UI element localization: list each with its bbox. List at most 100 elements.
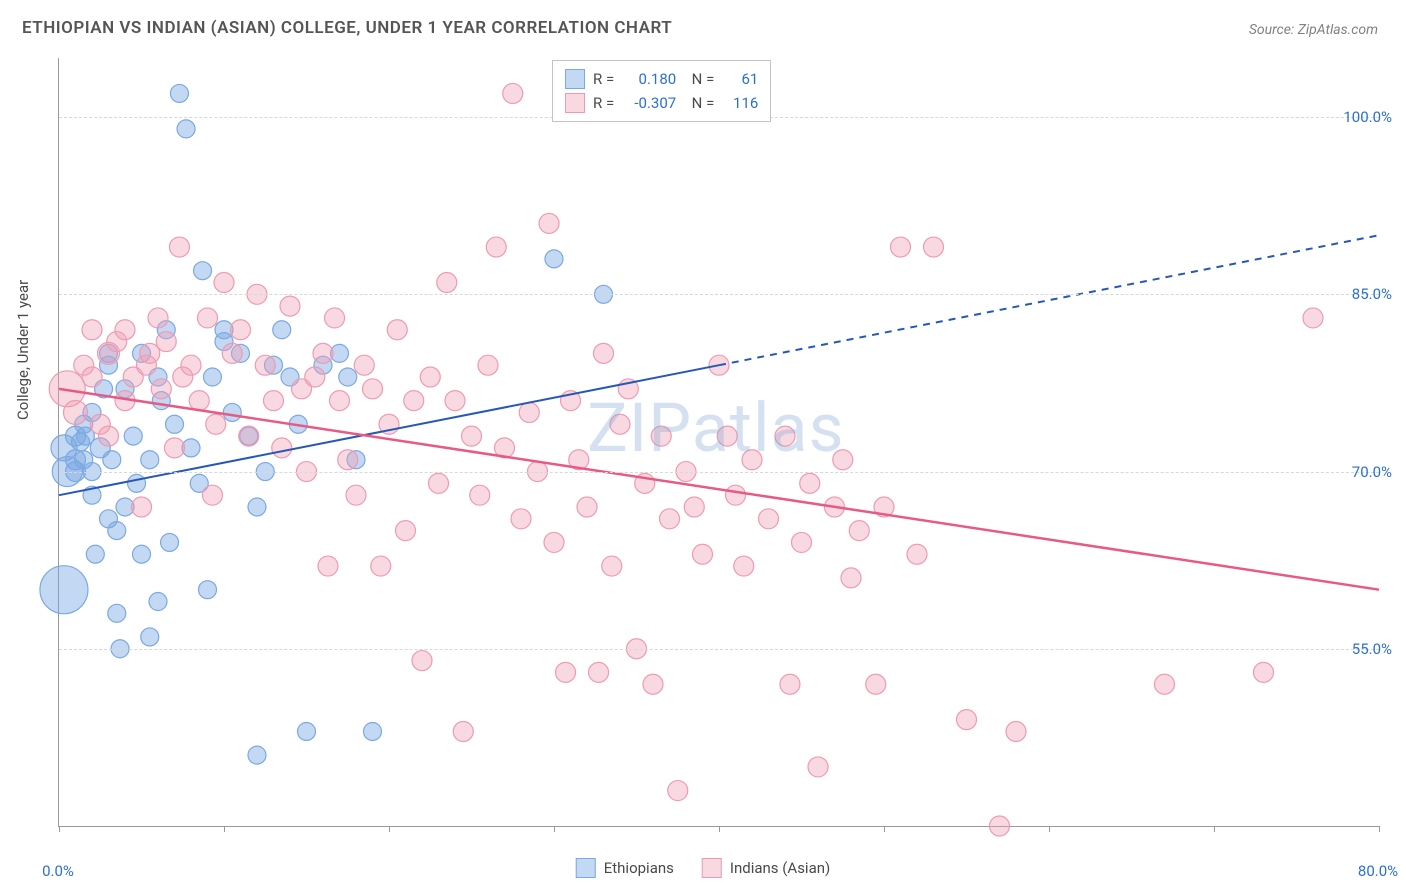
data-point — [298, 722, 316, 740]
data-point — [149, 593, 167, 611]
data-point — [199, 581, 217, 599]
data-point — [206, 414, 226, 434]
data-point — [330, 391, 350, 411]
correlation-stats-box: R =0.180 N =61R =-0.307 N =116 — [552, 60, 771, 122]
trendline — [59, 389, 1379, 590]
data-point — [189, 391, 209, 411]
stats-row: R =0.180 N =61 — [565, 67, 758, 91]
chart-title: ETHIOPIAN VS INDIAN (ASIAN) COLLEGE, UND… — [22, 18, 672, 38]
data-point — [156, 332, 176, 352]
data-point — [742, 450, 762, 470]
data-point — [462, 426, 482, 446]
data-point — [519, 402, 539, 422]
data-point — [660, 509, 680, 529]
y-tick-label: 70.0% — [1352, 463, 1392, 481]
data-point — [194, 262, 212, 280]
data-point — [412, 651, 432, 671]
data-point — [470, 485, 490, 505]
data-point — [148, 308, 168, 328]
stat-label: R = — [593, 91, 614, 115]
data-point — [140, 343, 160, 363]
stat-label: N = — [684, 67, 714, 91]
stat-label: R = — [593, 67, 614, 91]
data-point — [255, 355, 275, 375]
data-point — [280, 296, 300, 316]
y-axis-label: College, Under 1 year — [14, 280, 32, 420]
data-point — [726, 485, 746, 505]
data-point — [128, 474, 146, 492]
data-point — [338, 450, 358, 470]
legend-item: Indians (Asian) — [702, 858, 830, 878]
data-point — [429, 473, 449, 493]
plot-area: ZIPatlas — [58, 58, 1379, 827]
data-point — [717, 426, 737, 446]
legend-swatch — [576, 858, 596, 878]
x-tick — [719, 826, 720, 832]
data-point — [486, 237, 506, 257]
data-point — [313, 343, 333, 363]
data-point — [420, 367, 440, 387]
data-point — [363, 379, 383, 399]
legend-swatch — [702, 858, 722, 878]
data-point — [602, 556, 622, 576]
data-point — [305, 367, 325, 387]
gridline — [59, 649, 1379, 650]
data-point — [325, 308, 345, 328]
data-point — [478, 355, 498, 375]
data-point — [610, 414, 630, 434]
data-point — [223, 403, 241, 421]
data-point — [371, 556, 391, 576]
data-point — [907, 544, 927, 564]
data-point — [82, 367, 102, 387]
data-point — [132, 497, 152, 517]
x-tick — [59, 826, 60, 832]
scatter-svg — [59, 58, 1379, 826]
x-tick — [1049, 826, 1050, 832]
data-point — [141, 628, 159, 646]
data-point — [165, 438, 185, 458]
bottom-legend: EthiopiansIndians (Asian) — [576, 858, 831, 878]
legend-swatch — [565, 93, 585, 113]
data-point — [248, 498, 266, 516]
n-value: 116 — [722, 91, 758, 115]
x-tick — [1379, 826, 1380, 832]
data-point — [437, 272, 457, 292]
data-point — [108, 604, 126, 622]
y-tick-label: 85.0% — [1352, 285, 1392, 303]
data-point — [539, 213, 559, 233]
y-tick-label: 100.0% — [1343, 108, 1392, 126]
data-point — [577, 497, 597, 517]
data-point — [556, 662, 576, 682]
data-point — [354, 355, 374, 375]
data-point — [957, 710, 977, 730]
data-point — [318, 556, 338, 576]
data-point — [780, 674, 800, 694]
source-label: Source: ZipAtlas.com — [1249, 22, 1378, 38]
data-point — [866, 674, 886, 694]
data-point — [800, 473, 820, 493]
data-point — [339, 368, 357, 386]
data-point — [64, 400, 88, 424]
data-point — [990, 816, 1010, 836]
x-tick — [554, 826, 555, 832]
x-tick-label: 0.0% — [42, 862, 74, 880]
data-point — [396, 521, 416, 541]
data-point — [589, 662, 609, 682]
data-point — [169, 237, 189, 257]
data-point — [453, 721, 473, 741]
data-point — [594, 343, 614, 363]
n-value: 61 — [722, 67, 758, 91]
data-point — [404, 391, 424, 411]
legend-label: Indians (Asian) — [730, 859, 830, 877]
data-point — [841, 568, 861, 588]
x-tick — [884, 826, 885, 832]
data-point — [544, 532, 564, 552]
data-point — [170, 84, 188, 102]
data-point — [759, 509, 779, 529]
data-point — [445, 391, 465, 411]
data-point — [1254, 662, 1274, 682]
r-value: -0.307 — [622, 91, 676, 115]
data-point — [545, 250, 563, 268]
data-point — [1303, 308, 1323, 328]
trendline-dashed — [719, 235, 1379, 365]
